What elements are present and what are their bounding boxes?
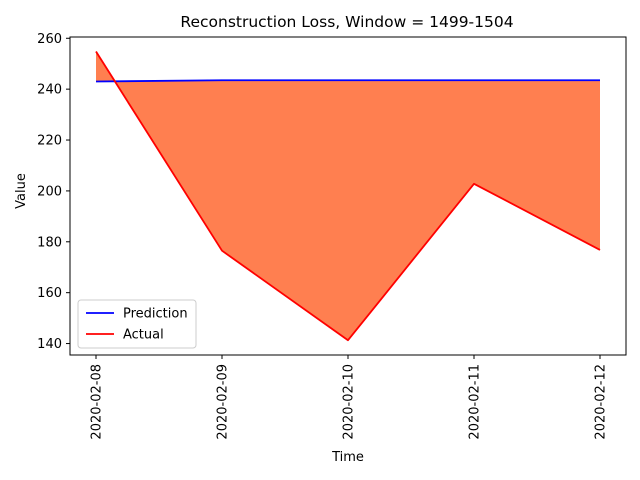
legend-label-actual: Actual: [123, 328, 164, 343]
legend-box: [77, 299, 197, 349]
y-tick-label: 140: [37, 337, 62, 352]
prediction-line: [95, 79, 600, 83]
x-tick-label: 2020-02-11: [468, 364, 483, 440]
y-tick-label: 180: [37, 235, 62, 250]
x-tick-label: 2020-02-08: [90, 364, 105, 440]
fill-between-region: [96, 51, 600, 341]
x-tick-label: 2020-02-10: [342, 364, 357, 440]
legend: Prediction Actual: [77, 299, 197, 349]
fill-between-area: [96, 51, 600, 341]
y-tick-label: 160: [37, 286, 62, 301]
x-tick-label: 2020-02-12: [594, 364, 609, 440]
actual-line: [95, 51, 601, 342]
legend-label-prediction: Prediction: [123, 307, 188, 322]
x-axis-label: Time: [331, 450, 364, 465]
chart-title: Reconstruction Loss, Window = 1499-1504: [180, 13, 513, 31]
axes: 140 160 180 200 220 240 260 2020-02-08 2020-02-0…: [37, 32, 627, 440]
y-tick-label: 240: [37, 83, 62, 98]
series-lines: [95, 51, 601, 342]
x-tick-label: 2020-02-09: [216, 364, 231, 440]
y-tick-label: 200: [37, 184, 62, 199]
y-tick-label: 220: [37, 134, 62, 149]
y-tick-label: 260: [37, 32, 62, 47]
y-axis-label: Value: [14, 173, 29, 209]
